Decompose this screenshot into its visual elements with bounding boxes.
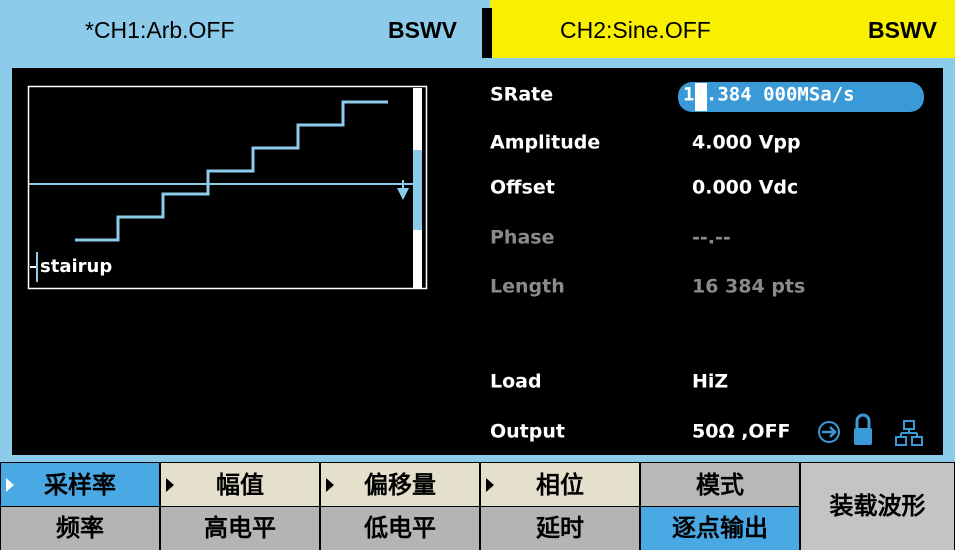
ch2-tab[interactable] [490,0,955,62]
output-icon [818,421,840,443]
tab-mode: BSWV [388,17,458,43]
softkey-bottom[interactable] [161,507,319,550]
softkey-bottom[interactable] [641,507,799,550]
param-value: 16 384 pts [692,276,805,298]
param-label: Load [490,371,542,393]
softkey-top[interactable] [1,463,159,506]
param-label: Output [490,421,565,443]
softkey-top[interactable] [161,463,319,506]
softkey-bottom-label: 延时 [535,514,584,542]
waveform-box [27,85,428,290]
softkey-top-label: 采样率 [44,471,116,499]
softkey-arrow [166,478,174,492]
softkey-top-label: 偏移量 [364,471,436,499]
param-value[interactable]: 16.384 000MSa/s [683,84,855,106]
softkey-arrow [326,478,334,492]
network-icon [895,420,923,446]
edit-box[interactable] [678,82,924,112]
softkey-bottom[interactable] [481,507,639,550]
param-value[interactable]: HiZ [692,371,728,393]
lock-shackle [855,413,871,428]
tab-divider [482,8,492,62]
softkey-label: 装载波形 [830,492,926,520]
softkey[interactable] [801,463,954,550]
tab-mode: BSWV [868,17,938,43]
softkey-top[interactable] [481,463,639,506]
softkey-top-label: 幅值 [216,471,264,499]
output-arrow [822,426,837,438]
softkey-bottom-label: 低电平 [363,514,436,542]
softkey-bottom-label: 逐点输出 [672,514,768,542]
param-label: Length [490,276,565,298]
waveform [75,100,388,242]
softkey-top[interactable] [641,463,799,506]
softkey-bottom[interactable] [1,507,159,550]
param-value[interactable]: 4.000 Vpp [692,132,801,154]
main-area [12,68,943,455]
offset-marker [397,188,409,200]
softkey-top-label: 相位 [536,471,584,499]
tab-name: *CH1:Arb.OFF [85,17,235,43]
cursor [695,83,707,111]
waveform-name: stairup [40,256,112,277]
param-label: Phase [490,227,554,249]
softkey-bottom-label: 高电平 [204,514,276,542]
param-label: Amplitude [490,132,600,154]
softkey-arrow [6,478,14,492]
ch1-tab[interactable] [0,0,490,62]
tab-name: CH2:Sine.OFF [560,17,711,43]
softkey-arrow [486,478,494,492]
param-value[interactable]: 0.000 Vdc [692,177,798,199]
scroll-thumb [413,150,422,230]
softkey-top[interactable] [321,463,479,506]
param-label: SRate [490,84,553,106]
param-value: --.-- [692,227,731,249]
softkey-top-label: 模式 [696,471,744,499]
param-value[interactable]: 50Ω ,OFF [692,421,791,443]
lock-icon [854,428,872,445]
param-label: Offset [490,177,555,199]
softkey-bottom-label: 频率 [56,514,104,542]
softkey-bottom[interactable] [321,507,479,550]
